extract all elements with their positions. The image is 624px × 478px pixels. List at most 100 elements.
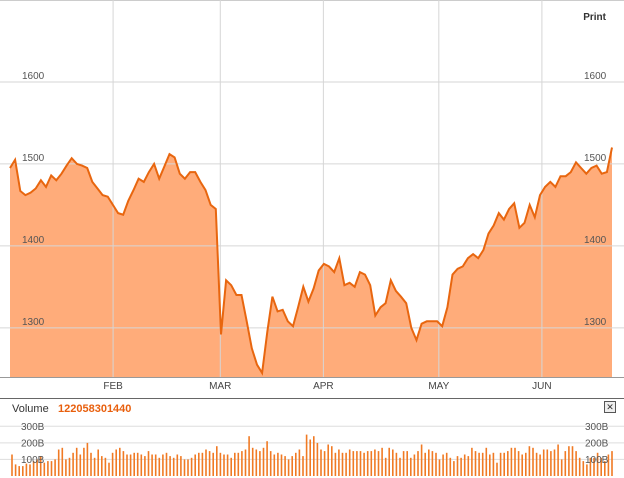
volume-bar [216,446,218,476]
volume-bar [445,452,448,476]
print-button[interactable]: Print [583,12,606,23]
volume-bar [122,451,125,476]
volume-bar [226,454,229,476]
volume-bar [593,457,595,476]
volume-bar [384,457,387,476]
volume-bar [535,452,538,476]
volume-bar [553,449,556,476]
volume-bar [370,451,373,476]
volume-bar [295,452,297,476]
volume-bar [198,452,200,476]
volume-bar [313,436,315,476]
volume-grid-lines [0,425,624,460]
volume-bar [557,444,559,476]
volume-bar [47,461,49,476]
volume-bar [151,454,153,476]
volume-bar [119,447,121,476]
volume-bar [61,447,64,476]
volume-bar [259,451,261,476]
volume-bar [611,451,613,476]
y-tick-label-left: 1400 [22,235,45,246]
volume-bar [334,452,337,476]
volume-bar [485,447,488,476]
volume-bar [234,452,236,476]
volume-bar [43,462,46,476]
volume-bar [539,454,541,476]
volume-bar [287,459,290,476]
volume-bar [90,452,92,476]
volume-bar [510,447,513,476]
volume-bar [277,452,279,476]
volume-bar [50,461,53,476]
close-icon[interactable]: ✕ [604,401,616,413]
grid-lines [0,0,624,378]
volume-bar [129,454,132,476]
volume-bar [187,459,189,476]
volume-bar [366,451,369,476]
volume-bar [140,454,143,476]
volume-bar [86,442,89,476]
volume-bar [205,449,207,476]
volume-bar [514,447,516,476]
volume-bar [428,449,430,476]
volume-bar [39,456,42,476]
volume-bar [460,457,462,476]
volume-value: 122058301440 [58,403,132,415]
volume-bar [305,434,308,476]
volume-bar [578,457,581,476]
price-chart: 1300 1300 1400 1400 1500 1500 1600 1600 FEB MAR AP… [0,0,624,392]
volume-bar [54,459,56,476]
volume-bar [449,457,452,476]
volume-bar [201,452,204,476]
volume-bar [22,466,24,476]
volume-bar [600,457,602,476]
volume-bar [417,451,419,476]
volume-bar [571,446,574,476]
volume-bar [499,452,502,476]
volume-bar [108,462,110,476]
month-label: MAY [428,381,449,392]
volume-bar [219,452,222,476]
volume-bar [463,454,466,476]
volume-bar [190,457,193,476]
y-tick-label-right: 1400 [584,235,607,246]
month-label: MAR [209,381,231,392]
volume-bar [388,447,390,476]
volume-bar [582,461,585,476]
price-area [10,147,612,377]
volume-bar [503,452,505,476]
volume-bar [14,464,17,476]
y-tick-label-left: 1600 [22,71,45,82]
volume-bar [255,449,258,476]
volume-bar [25,463,28,476]
y-tick-label-left: 1300 [22,317,45,328]
volume-bar [126,454,128,476]
volume-tick-left: 100B [21,455,45,466]
volume-bar [327,444,329,476]
volume-bars [11,434,613,476]
volume-bar [18,466,20,476]
volume-bar [115,449,117,476]
volume-bar [230,457,232,476]
volume-bar [72,452,74,476]
volume-bar [133,452,135,476]
volume-bar [402,451,405,476]
volume-bar [438,459,441,476]
y-tick-label-right: 1600 [584,71,607,82]
volume-bar [136,452,139,476]
volume-bar [507,451,509,476]
y-tick-label-right: 1300 [584,317,607,328]
volume-bar [348,449,351,476]
volume-bar [532,447,534,476]
volume-bar [158,457,161,476]
volume-bar [309,439,311,476]
volume-bar [101,456,103,476]
volume-bar [269,451,272,476]
month-label: APR [313,381,334,392]
volume-bar [316,442,319,476]
volume-bar [75,447,78,476]
volume-bar [169,456,171,476]
volume-tick-left: 300B [21,422,45,433]
volume-bar [79,454,82,476]
volume-bar [406,451,408,476]
